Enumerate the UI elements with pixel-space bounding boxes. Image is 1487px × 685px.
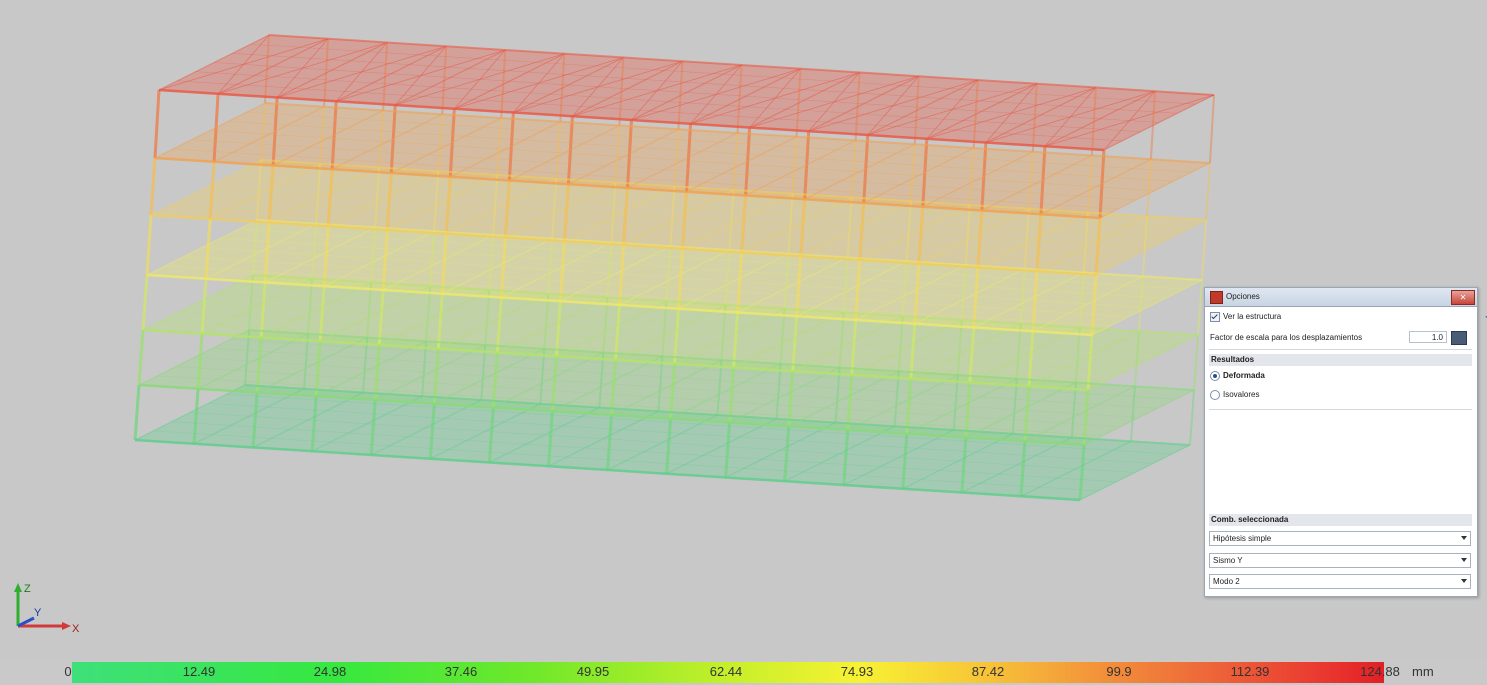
legend-tick: 124.88: [1360, 664, 1400, 679]
chevron-down-icon: [1461, 579, 1467, 583]
pin-icon[interactable]: ◂: [1484, 312, 1487, 321]
axis-triad: Z Y X: [8, 578, 88, 638]
divider: [1209, 349, 1472, 350]
combination-type-select[interactable]: Hipótesis simple: [1209, 531, 1471, 546]
axis-y-label: Y: [34, 607, 42, 619]
legend-tick: 74.93: [840, 664, 874, 679]
radio-isovalores[interactable]: [1210, 389, 1220, 400]
divider: [1209, 409, 1472, 410]
color-legend: 0 12.49 24.98 37.46 49.95 62.44 74.93 87…: [0, 660, 1487, 685]
mode-select[interactable]: Modo 2: [1209, 574, 1471, 589]
structure-model: [133, 34, 1215, 502]
app-icon: [1210, 291, 1223, 304]
axis-z-label: Z: [24, 583, 31, 595]
legend-tick: 37.46: [444, 664, 478, 679]
calculator-icon[interactable]: [1451, 331, 1467, 345]
chevron-down-icon: [1461, 536, 1467, 540]
legend-tick: 112.39: [1230, 664, 1270, 679]
result-option-isovalores[interactable]: Isovalores: [1210, 388, 1471, 402]
combination-type-value: Hipótesis simple: [1213, 534, 1272, 543]
scale-factor-row: Factor de escala para los desplazamiento…: [1210, 331, 1471, 345]
axis-x-label: X: [72, 623, 80, 635]
legend-gradient: [72, 662, 1384, 683]
result-option-deformada[interactable]: Deformada: [1210, 369, 1471, 383]
legend-tick: 24.98: [313, 664, 347, 679]
panel-titlebar[interactable]: Opciones ✕: [1205, 288, 1477, 307]
legend-tick: 12.49: [182, 664, 216, 679]
legend-tick: 99.9: [1106, 664, 1132, 679]
radio-deformada[interactable]: [1210, 370, 1220, 381]
legend-tick: 49.95: [576, 664, 610, 679]
show-structure-option[interactable]: Ver la estructura: [1210, 310, 1471, 324]
legend-tick: 62.44: [709, 664, 743, 679]
mode-value: Modo 2: [1213, 577, 1240, 586]
results-header: Resultados: [1209, 354, 1472, 366]
chevron-down-icon: [1461, 558, 1467, 562]
close-icon[interactable]: ✕: [1451, 290, 1475, 305]
legend-unit: mm: [1412, 664, 1434, 679]
result-option-label: Isovalores: [1223, 390, 1260, 399]
show-structure-label: Ver la estructura: [1223, 312, 1282, 321]
show-structure-checkbox[interactable]: [1210, 311, 1220, 322]
scale-factor-input[interactable]: 1.0: [1409, 331, 1447, 343]
options-panel[interactable]: Opciones ✕ ◂ Ver la estructura Factor de…: [1204, 287, 1487, 597]
panel-title: Opciones: [1226, 292, 1260, 301]
combination-header: Comb. seleccionada: [1209, 514, 1472, 526]
legend-tick: 0: [64, 664, 72, 679]
scale-factor-label: Factor de escala para los desplazamiento…: [1210, 333, 1363, 342]
result-option-label: Deformada: [1223, 371, 1265, 380]
legend-tick: 87.42: [971, 664, 1005, 679]
load-case-select[interactable]: Sismo Y: [1209, 553, 1471, 568]
load-case-value: Sismo Y: [1213, 556, 1243, 565]
